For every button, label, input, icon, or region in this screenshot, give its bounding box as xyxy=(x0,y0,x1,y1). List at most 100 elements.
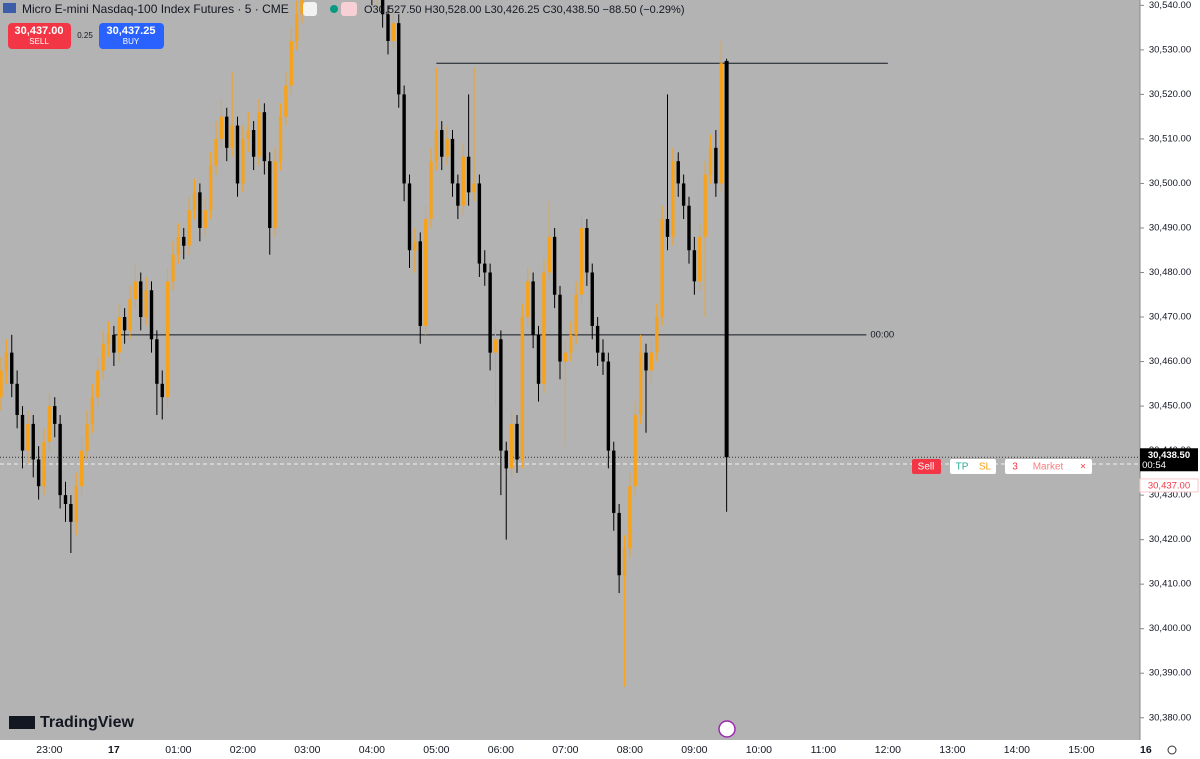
candle-body xyxy=(488,272,492,353)
candle-body xyxy=(681,183,686,206)
candle-body xyxy=(413,241,417,251)
candle-body xyxy=(294,14,299,41)
y-tick-label: 30,400.00 xyxy=(1149,623,1191,634)
alert-button[interactable] xyxy=(303,2,317,16)
candle-body xyxy=(692,250,697,282)
candle-body xyxy=(165,281,170,398)
candle-body xyxy=(547,236,551,273)
tp-label: TP xyxy=(956,462,969,473)
quantity-box[interactable] xyxy=(1005,459,1092,474)
x-tick-label: 04:00 xyxy=(359,744,385,756)
settings-icon[interactable] xyxy=(1167,745,1177,755)
candle-body xyxy=(106,334,111,344)
candle-body xyxy=(423,219,428,326)
bid-badge xyxy=(1139,478,1199,493)
candle-body xyxy=(483,263,487,273)
sl-label: SL xyxy=(979,462,992,473)
candle-body xyxy=(79,450,84,487)
price-axis-panel xyxy=(1140,0,1200,759)
candle-body xyxy=(85,423,89,451)
news-icon[interactable] xyxy=(718,720,736,738)
candle-body xyxy=(58,423,62,496)
logo-mark xyxy=(9,716,35,729)
candle-body xyxy=(472,183,476,193)
candle-body xyxy=(714,147,718,184)
candle-body xyxy=(644,352,648,371)
candle-body xyxy=(241,138,245,184)
candle-body xyxy=(214,138,218,166)
symbol-title: Micro E-mini Nasdaq-100 Index Futures · … xyxy=(22,2,289,16)
candle-body xyxy=(671,161,675,237)
candle-body xyxy=(36,459,41,487)
quantity: 3 xyxy=(1012,462,1018,473)
candle-body xyxy=(402,94,406,184)
candle-body xyxy=(429,161,433,220)
indicator-button[interactable] xyxy=(341,2,357,16)
x-tick-label: 08:00 xyxy=(617,744,643,756)
logo-text: TradingView xyxy=(40,714,135,731)
candle-body xyxy=(440,130,444,157)
candle-body xyxy=(268,161,272,228)
y-tick-label: 30,380.00 xyxy=(1149,712,1191,723)
candle-body xyxy=(574,294,578,335)
candle-body xyxy=(456,183,460,206)
candle-body xyxy=(139,281,143,318)
candle-body xyxy=(187,210,191,246)
x-tick-label: 12:00 xyxy=(875,744,901,756)
candle-body xyxy=(155,339,159,384)
candle-body xyxy=(542,272,546,384)
candle-body xyxy=(504,450,508,469)
candle-body xyxy=(515,423,519,460)
candle-body xyxy=(531,281,535,335)
x-tick-label: 17 xyxy=(108,744,120,756)
candle-body xyxy=(445,138,449,157)
y-tick-label: 30,460.00 xyxy=(1149,356,1191,367)
candle-body xyxy=(176,236,181,255)
candle-body xyxy=(579,227,584,295)
tp-sl-box[interactable] xyxy=(950,459,996,474)
plot-area: 00:00 xyxy=(0,0,1140,687)
x-tick-label: 13:00 xyxy=(939,744,965,756)
candle-body xyxy=(20,414,25,451)
candle-body xyxy=(595,325,600,353)
sell-button[interactable] xyxy=(8,23,71,49)
candle-body xyxy=(122,317,127,331)
buy-button[interactable] xyxy=(99,23,164,49)
candle-body xyxy=(47,406,52,442)
order-widget: Sell TP SL 3 Market × xyxy=(912,459,1092,474)
candle-body xyxy=(499,339,503,451)
candle-body xyxy=(606,361,611,451)
trade-buttons: 30,437.00 SELL 0.25 30,437.25 BUY xyxy=(8,23,164,49)
candle-body xyxy=(257,112,261,157)
spread: 0.25 xyxy=(77,31,93,40)
candle-body xyxy=(74,486,78,522)
candle-body xyxy=(144,290,148,318)
candle-body xyxy=(117,317,121,353)
candle-body xyxy=(724,60,729,458)
buy-label: BUY xyxy=(123,37,140,46)
candle-body xyxy=(386,14,390,41)
candle-body xyxy=(676,161,680,184)
candle-body xyxy=(665,219,670,237)
y-tick-label: 30,510.00 xyxy=(1149,133,1191,144)
candle-body xyxy=(171,254,175,282)
candle-body xyxy=(300,0,304,15)
x-tick-label: 23:00 xyxy=(36,744,62,756)
close-order[interactable]: × xyxy=(1080,462,1086,473)
candle-body xyxy=(69,504,73,522)
candle-body xyxy=(128,299,132,331)
candle-body xyxy=(26,423,30,451)
candle-body xyxy=(273,161,277,228)
x-tick-label: 05:00 xyxy=(423,744,449,756)
candle-body xyxy=(133,281,138,300)
y-tick-label: 30,390.00 xyxy=(1149,668,1191,679)
y-tick-label: 30,420.00 xyxy=(1149,534,1191,545)
candle-body xyxy=(536,334,541,384)
y-tick-label: 30,430.00 xyxy=(1149,490,1191,501)
axes: 30,380.00 30,390.00 30,400.00 30,410.00 30,4… xyxy=(36,0,1199,756)
candle-body xyxy=(450,138,455,184)
candle-body xyxy=(112,334,116,353)
y-tick-label: 30,540.00 xyxy=(1149,0,1191,11)
order-side[interactable] xyxy=(912,459,941,474)
